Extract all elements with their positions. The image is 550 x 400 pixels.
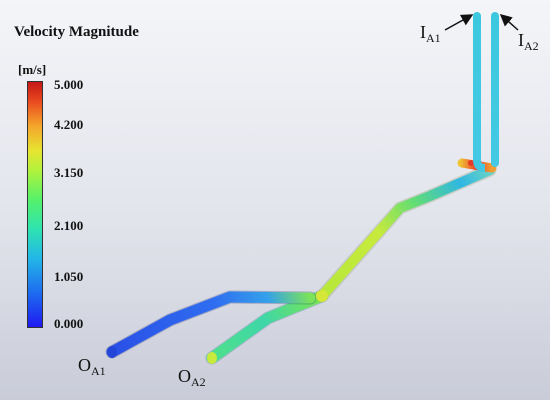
main-trunk-pipe <box>315 163 497 303</box>
color-scale-bar <box>27 81 43 328</box>
inlet-a1-arrow <box>444 14 474 31</box>
tick-label-3150: 3.150 <box>54 165 84 180</box>
outlet-a1-opening <box>107 346 117 358</box>
outlet-a1-branch <box>105 290 317 359</box>
inlet-a2-arrow <box>499 14 519 31</box>
legend-title: Velocity Magnitude <box>14 24 139 40</box>
legend-unit: [m/s] <box>18 62 47 77</box>
tick-label-4200: 4.200 <box>54 117 84 132</box>
inlet-a2-label: IA2 <box>518 30 539 53</box>
outlet-a2-branch <box>205 289 329 365</box>
tick-label-1050: 1.050 <box>54 269 84 284</box>
tick-label-min: 0.000 <box>54 316 84 331</box>
inlet-riser-pipes <box>473 12 499 172</box>
tick-label-max: 5.000 <box>54 77 84 92</box>
inlet-arrows <box>444 14 519 31</box>
tick-label-2100: 2.100 <box>54 218 84 233</box>
outlet-a2-opening <box>207 352 217 364</box>
outlet-a2-label: OA2 <box>178 366 206 389</box>
inlet-a1-label: IA1 <box>420 22 441 45</box>
outlet-a1-label: OA1 <box>78 355 106 378</box>
